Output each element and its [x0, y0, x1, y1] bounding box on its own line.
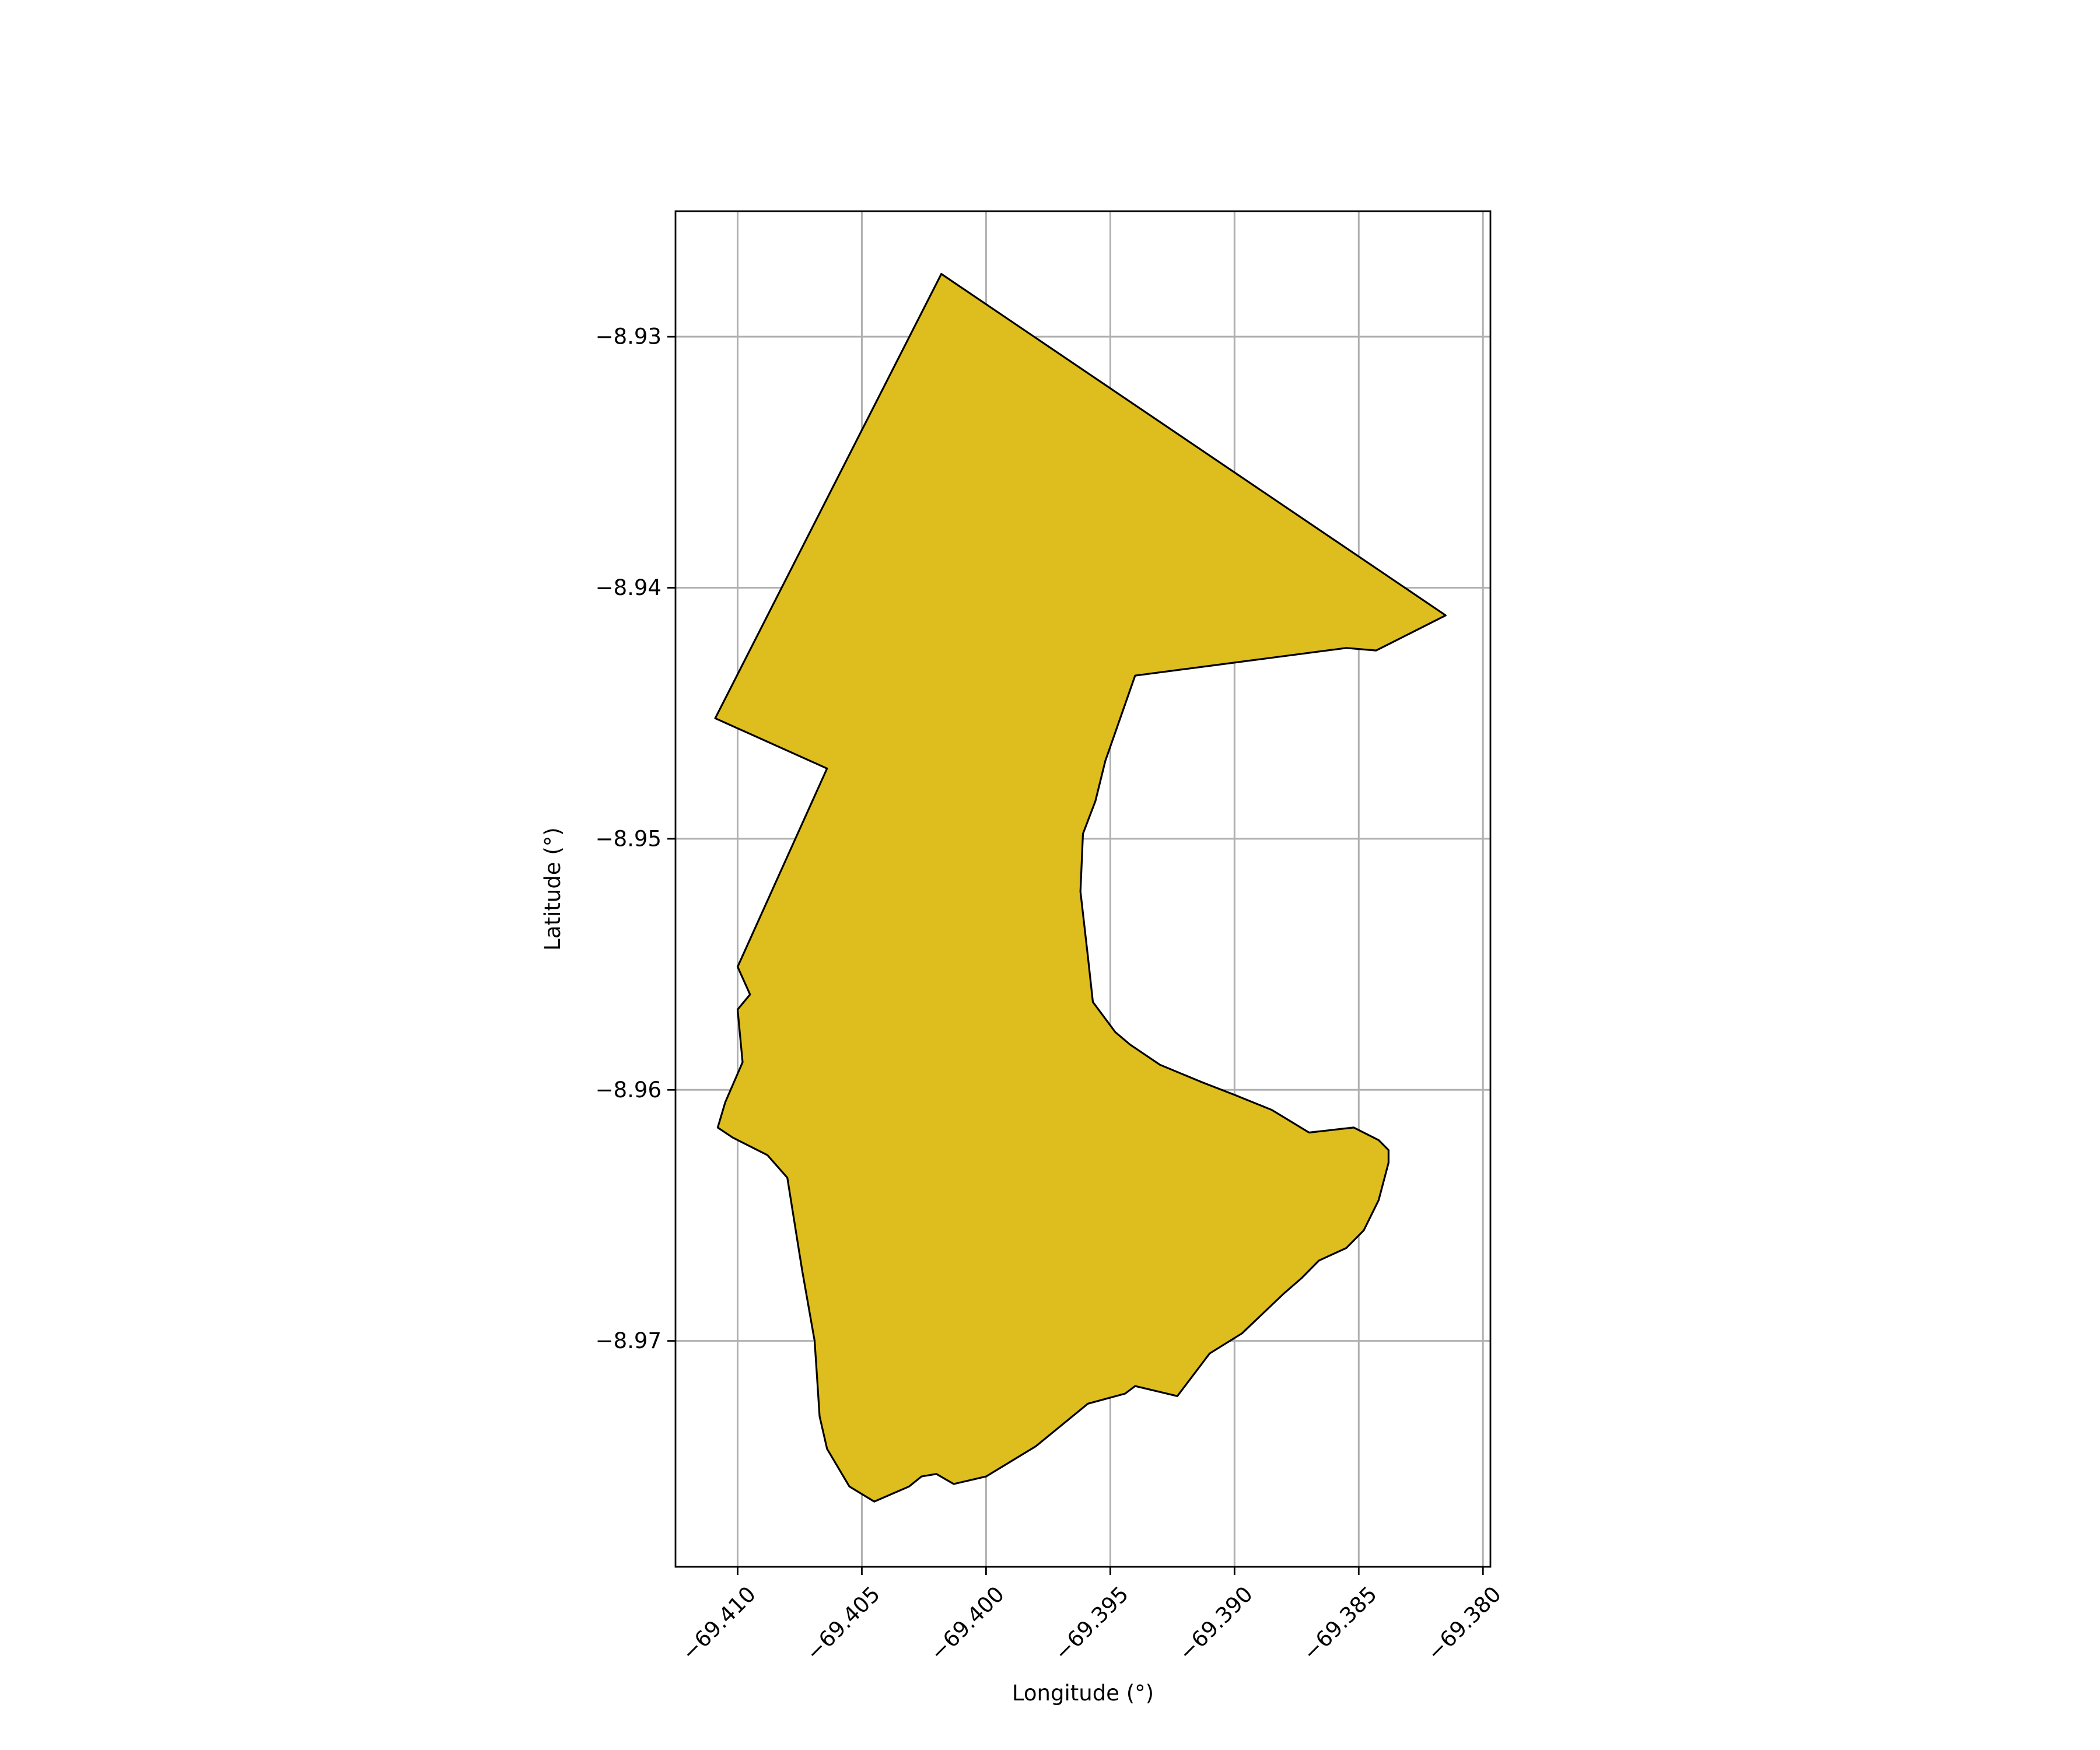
x-tick-label-0: −69.410 [677, 1581, 761, 1665]
x-tick-label-6: −69.380 [1422, 1581, 1506, 1665]
y-tick-label-4: −8.97 [596, 1328, 662, 1353]
region-polygon [714, 273, 1447, 1503]
y-tick-label-3: −8.96 [596, 1077, 662, 1102]
map-area [714, 273, 1447, 1503]
plot-frame [674, 210, 1492, 1568]
y-axis-label: Latitude (°) [540, 827, 565, 950]
y-tick-label-2: −8.95 [596, 826, 662, 851]
x-axis-label: Longitude (°) [1012, 1681, 1154, 1706]
y-tick-label-0: −8.93 [596, 324, 662, 349]
x-tick-label-2: −69.400 [925, 1581, 1009, 1665]
x-tick-label-5: −69.385 [1298, 1581, 1382, 1665]
y-tick-label-1: −8.94 [596, 575, 662, 600]
x-tick-label-4: −69.390 [1174, 1581, 1258, 1665]
x-tick-label-1: −69.405 [801, 1581, 885, 1665]
x-tick-label-3: −69.395 [1049, 1581, 1133, 1665]
